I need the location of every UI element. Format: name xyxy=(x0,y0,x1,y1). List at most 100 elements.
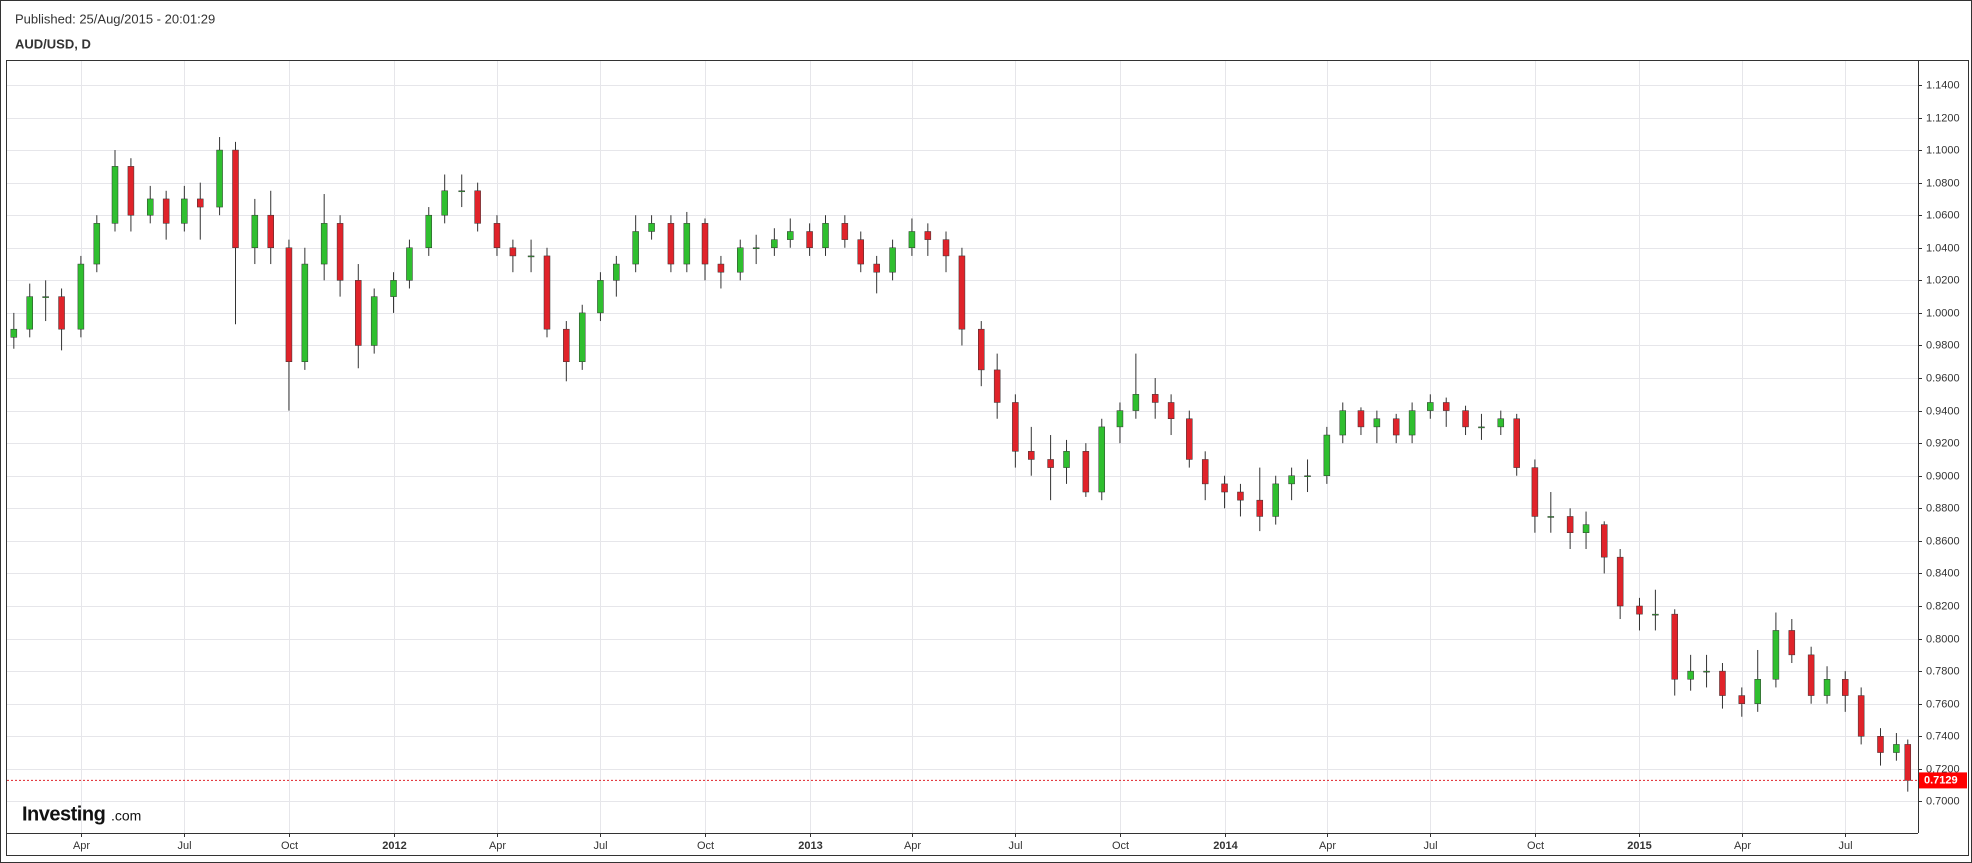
candle-body xyxy=(942,239,950,257)
y-tick-label: 0.7000 xyxy=(1926,795,1960,807)
candle-body xyxy=(1237,491,1244,501)
candle-body xyxy=(527,255,535,258)
candle-body xyxy=(493,223,501,249)
candle-body xyxy=(1738,695,1746,704)
candle-body xyxy=(737,247,744,273)
candle-body xyxy=(1904,744,1912,781)
x-tick-label: Oct xyxy=(697,840,714,852)
y-tick-label: 0.7800 xyxy=(1926,665,1960,677)
candle-body xyxy=(1513,418,1520,468)
candle-body xyxy=(1841,679,1849,696)
candle-body xyxy=(458,190,465,193)
candle-body xyxy=(873,263,880,273)
candle-body xyxy=(42,296,49,298)
candle-body xyxy=(597,280,604,314)
x-tick-label: 2013 xyxy=(798,840,822,852)
candle-body xyxy=(1116,410,1124,428)
candle-body xyxy=(1462,410,1469,428)
candle-body xyxy=(822,223,829,249)
x-tick-label: Jul xyxy=(1423,840,1437,852)
candle-body xyxy=(146,198,154,216)
candle-body xyxy=(10,328,18,338)
candle-body xyxy=(162,198,170,224)
y-tick-label: 0.9800 xyxy=(1926,339,1960,351)
candle-body xyxy=(889,247,896,273)
logo: Investing xyxy=(22,803,105,825)
y-tick-label: 0.8600 xyxy=(1926,535,1960,547)
candle-body xyxy=(1047,459,1054,468)
candle-body xyxy=(509,247,517,257)
candle-body xyxy=(993,369,1001,403)
candle-body xyxy=(370,296,378,346)
candle-body xyxy=(958,255,966,330)
candle-body xyxy=(1893,744,1900,753)
candle-body xyxy=(267,214,274,249)
candle-body xyxy=(301,263,309,363)
candle-body xyxy=(1497,418,1505,428)
candle-body xyxy=(1028,451,1035,460)
candle-body xyxy=(1442,402,1450,411)
x-tick-label: 2015 xyxy=(1627,840,1651,852)
symbol: AUD/USD, D xyxy=(15,36,91,51)
candle-body xyxy=(1807,654,1815,696)
candle-body xyxy=(336,223,344,281)
candle-body xyxy=(1877,736,1884,753)
candle-body xyxy=(441,190,448,216)
x-tick-label: Apr xyxy=(1734,840,1751,852)
candle-body xyxy=(1636,605,1643,615)
candle-body xyxy=(1288,475,1295,485)
y-tick-label: 1.1000 xyxy=(1926,144,1960,156)
candle-body xyxy=(1063,451,1070,468)
candle-body xyxy=(1151,394,1159,403)
candle-body xyxy=(1012,402,1019,452)
published: Published: 25/Aug/2015 - 20:01:29 xyxy=(15,11,215,26)
candle-body xyxy=(632,231,639,265)
y-tick-label: 0.8800 xyxy=(1926,502,1960,514)
candle-body xyxy=(1566,516,1574,533)
candle-body xyxy=(232,149,239,249)
candle-body xyxy=(26,296,33,330)
y-tick-label: 1.0600 xyxy=(1926,209,1960,221)
candle-body xyxy=(390,280,397,297)
candle-body xyxy=(77,263,85,330)
candle-body xyxy=(1098,426,1106,493)
y-tick-label: 0.9200 xyxy=(1926,437,1960,449)
candle-body xyxy=(613,263,620,281)
candle-body xyxy=(425,214,433,249)
x-tick-label: Oct xyxy=(281,840,298,852)
candle-body xyxy=(1652,613,1659,616)
x-tick-label: 2014 xyxy=(1213,840,1238,852)
candle-body xyxy=(406,247,413,281)
candle-body xyxy=(1478,426,1485,429)
x-tick-label: Apr xyxy=(73,840,90,852)
candle-body xyxy=(1788,630,1796,656)
y-tick-label: 0.8400 xyxy=(1926,567,1960,579)
y-tick-label: 0.9600 xyxy=(1926,372,1960,384)
candle-body xyxy=(1531,467,1539,517)
candle-body xyxy=(683,223,691,265)
last-price-label: 0.7129 xyxy=(1924,774,1958,786)
candle-body xyxy=(771,239,778,249)
candle-body xyxy=(1167,402,1175,419)
candle-body xyxy=(181,198,188,224)
x-tick-label: Jul xyxy=(1008,840,1022,852)
candle-body xyxy=(701,223,709,265)
candle-body xyxy=(285,247,293,363)
y-tick-label: 0.7600 xyxy=(1926,698,1960,710)
y-tick-label: 0.9000 xyxy=(1926,470,1960,482)
candle-body xyxy=(474,190,481,224)
candle-body xyxy=(1082,451,1090,493)
candle-body xyxy=(1582,524,1590,533)
candle-body xyxy=(1221,483,1228,493)
candle-body xyxy=(1272,483,1279,517)
candle-body xyxy=(978,328,985,371)
candle-body xyxy=(1754,679,1761,704)
candle-body xyxy=(58,296,65,330)
candle-body xyxy=(1703,670,1710,673)
candle-body xyxy=(578,312,586,363)
candle-body xyxy=(355,280,362,346)
candle-body xyxy=(787,231,794,240)
x-tick-label: Jul xyxy=(177,840,191,852)
x-tick-label: Oct xyxy=(1112,840,1129,852)
